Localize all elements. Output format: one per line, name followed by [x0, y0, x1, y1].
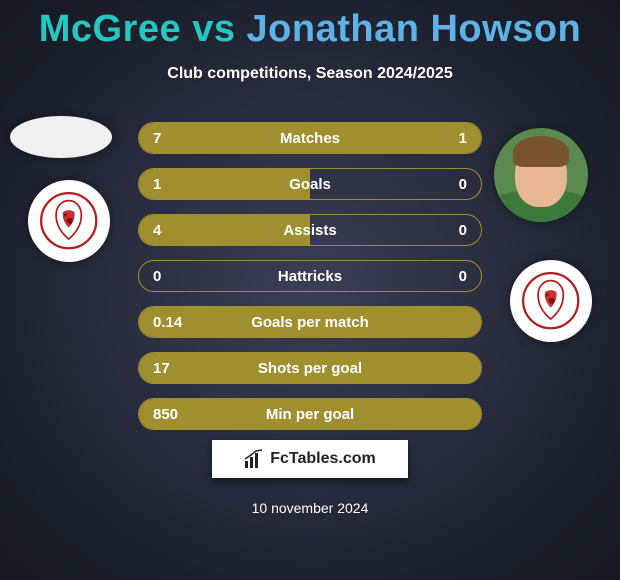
chart-icon — [244, 449, 264, 469]
brand-logo[interactable]: FcTables.com — [212, 440, 408, 478]
stat-row: 71Matches — [138, 122, 482, 154]
stat-metric: Min per goal — [139, 406, 481, 423]
brand-text: FcTables.com — [270, 450, 376, 468]
stats-rows: 71Matches 10Goals 40Assists 00Hattricks 0.14… — [138, 122, 482, 444]
stat-row: 850Min per goal — [138, 398, 482, 430]
player1-name: McGree — [39, 8, 181, 50]
stat-row: 00Hattricks — [138, 260, 482, 292]
player2-name: Jonathan Howson — [247, 8, 582, 50]
player2-club-crest — [510, 260, 592, 342]
subtitle: Club competitions, Season 2024/2025 — [0, 65, 620, 83]
player2-photo — [494, 128, 588, 222]
stat-metric: Matches — [139, 130, 481, 147]
stat-metric: Assists — [139, 222, 481, 239]
date-label: 10 november 2024 — [0, 500, 620, 516]
player1-silhouette — [10, 116, 112, 158]
stat-metric: Goals — [139, 176, 481, 193]
stat-row: 40Assists — [138, 214, 482, 246]
stat-row: 10Goals — [138, 168, 482, 200]
stat-metric: Goals per match — [139, 314, 481, 331]
stat-row: 0.14Goals per match — [138, 306, 482, 338]
stat-metric: Shots per goal — [139, 360, 481, 377]
comparison-title: McGree vs Jonathan Howson — [0, 0, 620, 51]
vs-label: vs — [192, 8, 235, 50]
stat-row: 17Shots per goal — [138, 352, 482, 384]
crest-icon — [40, 192, 97, 249]
player1-club-crest — [28, 180, 110, 262]
stat-metric: Hattricks — [139, 268, 481, 285]
crest-icon — [522, 272, 579, 329]
